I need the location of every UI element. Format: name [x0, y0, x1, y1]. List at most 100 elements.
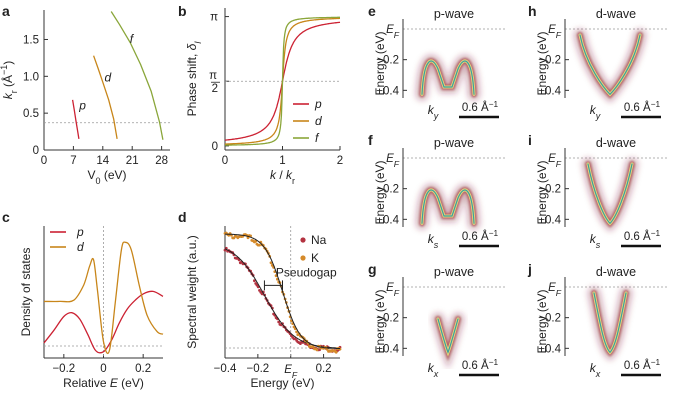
x-axis-label: Relative E (eV)	[63, 376, 144, 390]
band-center	[579, 34, 641, 96]
x-tick-label: 14	[96, 155, 109, 167]
y-tick-label: −0.4	[538, 214, 561, 226]
panel-label-i: i	[528, 132, 532, 148]
series-f-line	[224, 16, 341, 146]
panel-label-b: b	[178, 3, 187, 19]
series-d-line	[92, 55, 118, 140]
y-tick-label: −0.2	[376, 55, 399, 67]
series-p-line	[43, 290, 164, 354]
spectra-panels: p-wave −0.2 −0.4 EF ky 0.6 Å−1 Energy (eV) p-wa…	[373, 7, 667, 379]
legend-label-p: p	[76, 225, 84, 239]
x-tick-label: 0.2	[316, 363, 332, 375]
spectrum-panel-g: p-wave −0.2 −0.4 EF kx 0.6 Å−1 Energy (eV)	[373, 265, 505, 379]
y-tick-label-pi: π	[210, 12, 218, 24]
k-axis-label: ky	[590, 103, 601, 121]
data-point	[277, 320, 281, 324]
panel-title: p-wave	[434, 265, 474, 279]
k-axis-label: ks	[590, 232, 601, 250]
scale-bar-label: 0.6 Å−1	[462, 229, 499, 244]
chart-a: 0 7 14 21 28 0 0.5 1.0 1.5 p d f V0 (eV) kr (Å−1)	[0, 10, 170, 186]
scale-bar-label: 0.6 Å−1	[624, 229, 661, 244]
spectrum-panel-i: d-wave −0.2 −0.4 EF ks 0.6 Å−1 Energy (eV)	[535, 136, 667, 250]
energy-axis-label: Energy (eV)	[535, 289, 549, 353]
x-tick-label: −0.4	[214, 363, 237, 375]
x-tick-label: −0.2	[247, 363, 270, 375]
y-axis-label: Phase shift, δl	[185, 41, 203, 117]
panel-label-d: d	[178, 209, 187, 225]
scale-bar-label: 0.6 Å−1	[462, 358, 499, 373]
legend-label-d: d	[77, 240, 84, 254]
x-axis-label: V0 (eV)	[87, 168, 126, 186]
spectrum-panel-e: p-wave −0.2 −0.4 EF ky 0.6 Å−1 Energy (eV)	[373, 7, 505, 121]
y-tick-label: 0.5	[23, 108, 39, 120]
y-axis-label: Density of states	[19, 248, 33, 337]
x-tick-label: 2	[337, 155, 343, 167]
curve-label-f: f	[130, 32, 135, 46]
panel-title: d-wave	[596, 7, 636, 21]
y-tick-label: 0	[33, 145, 39, 157]
legend-marker-K	[300, 255, 306, 261]
data-point	[258, 243, 261, 247]
curve-label-d: d	[104, 70, 111, 84]
y-tick-label: −0.4	[376, 214, 399, 226]
chart-c: −0.2 0 0.2 pd Relative E (eV) Density of stat…	[19, 225, 164, 390]
panel-title: p-wave	[434, 7, 474, 21]
dispersion-bands	[416, 184, 480, 230]
series-f-line	[110, 11, 164, 140]
panel-label-h: h	[528, 3, 537, 19]
y-tick-label: −0.4	[376, 85, 399, 97]
k-axis-label: kx	[428, 361, 439, 379]
dispersion-bands	[588, 287, 632, 361]
legend-marker-Na	[300, 237, 306, 243]
data-point	[315, 348, 319, 352]
scale-bar-label: 0.6 Å−1	[624, 358, 661, 373]
spectrum-panel-j: d-wave −0.2 −0.4 EF kx 0.6 Å−1 Energy (eV)	[535, 265, 667, 379]
y-tick-label: −0.4	[538, 343, 561, 355]
data-point	[254, 239, 258, 243]
x-axis-label: Energy (eV)	[250, 376, 314, 390]
x-tick-label: EF	[284, 364, 298, 380]
y-axis-label: Spectral weight (a.u.)	[185, 235, 199, 348]
series-K-fit	[225, 233, 341, 350]
k-axis-label: kx	[590, 361, 601, 379]
legend-label-p: p	[314, 97, 322, 111]
energy-axis-label: Energy (eV)	[373, 289, 387, 353]
spectrum-panel-h: d-wave −0.2 −0.4 EF ky 0.6 Å−1 Energy (eV)	[535, 7, 667, 121]
y-tick-label: 1.5	[23, 34, 39, 46]
y-axis-label: kr (Å−1)	[0, 61, 19, 100]
energy-axis-label: Energy (eV)	[535, 31, 549, 95]
pseudogap-label: Pseudogap	[276, 265, 337, 279]
data-point	[253, 279, 256, 283]
chart-d: −0.4 −0.2 EF 0.2 Pseudogap Na K Energy (eV) Spec…	[185, 226, 342, 390]
data-point	[325, 348, 329, 351]
x-axis-label: k / kr	[270, 168, 295, 186]
panel-label-c: c	[2, 209, 10, 225]
energy-axis-label: Energy (eV)	[373, 160, 387, 224]
x-tick-label: 0	[100, 363, 106, 375]
ef-label: EF	[548, 282, 562, 298]
y-tick-label: −0.2	[538, 313, 561, 325]
panel-title: d-wave	[596, 265, 636, 279]
legend-label-d: d	[315, 114, 322, 128]
scale-bar-label: 0.6 Å−1	[462, 100, 499, 115]
y-tick-label: −0.4	[538, 85, 561, 97]
y-tick-label: −0.4	[376, 343, 399, 355]
band-center	[421, 60, 475, 95]
ef-label: EF	[386, 24, 400, 40]
x-tick-label: 0.2	[135, 363, 151, 375]
ef-label: EF	[548, 153, 562, 169]
x-tick-label: 0	[41, 155, 47, 167]
panel-title: d-wave	[596, 136, 636, 150]
y-tick-label-0: 0	[212, 141, 218, 153]
y-tick-label: −0.2	[376, 184, 399, 196]
band-center	[437, 318, 459, 355]
panel-label-e: e	[368, 3, 376, 19]
panel-label-g: g	[368, 261, 377, 277]
scale-bar-label: 0.6 Å−1	[624, 100, 661, 115]
dispersion-bands	[582, 158, 638, 232]
data-point	[295, 330, 298, 334]
y-tick-label: −0.2	[376, 313, 399, 325]
legend-label-Na: Na	[311, 233, 327, 247]
band-center	[593, 292, 627, 354]
